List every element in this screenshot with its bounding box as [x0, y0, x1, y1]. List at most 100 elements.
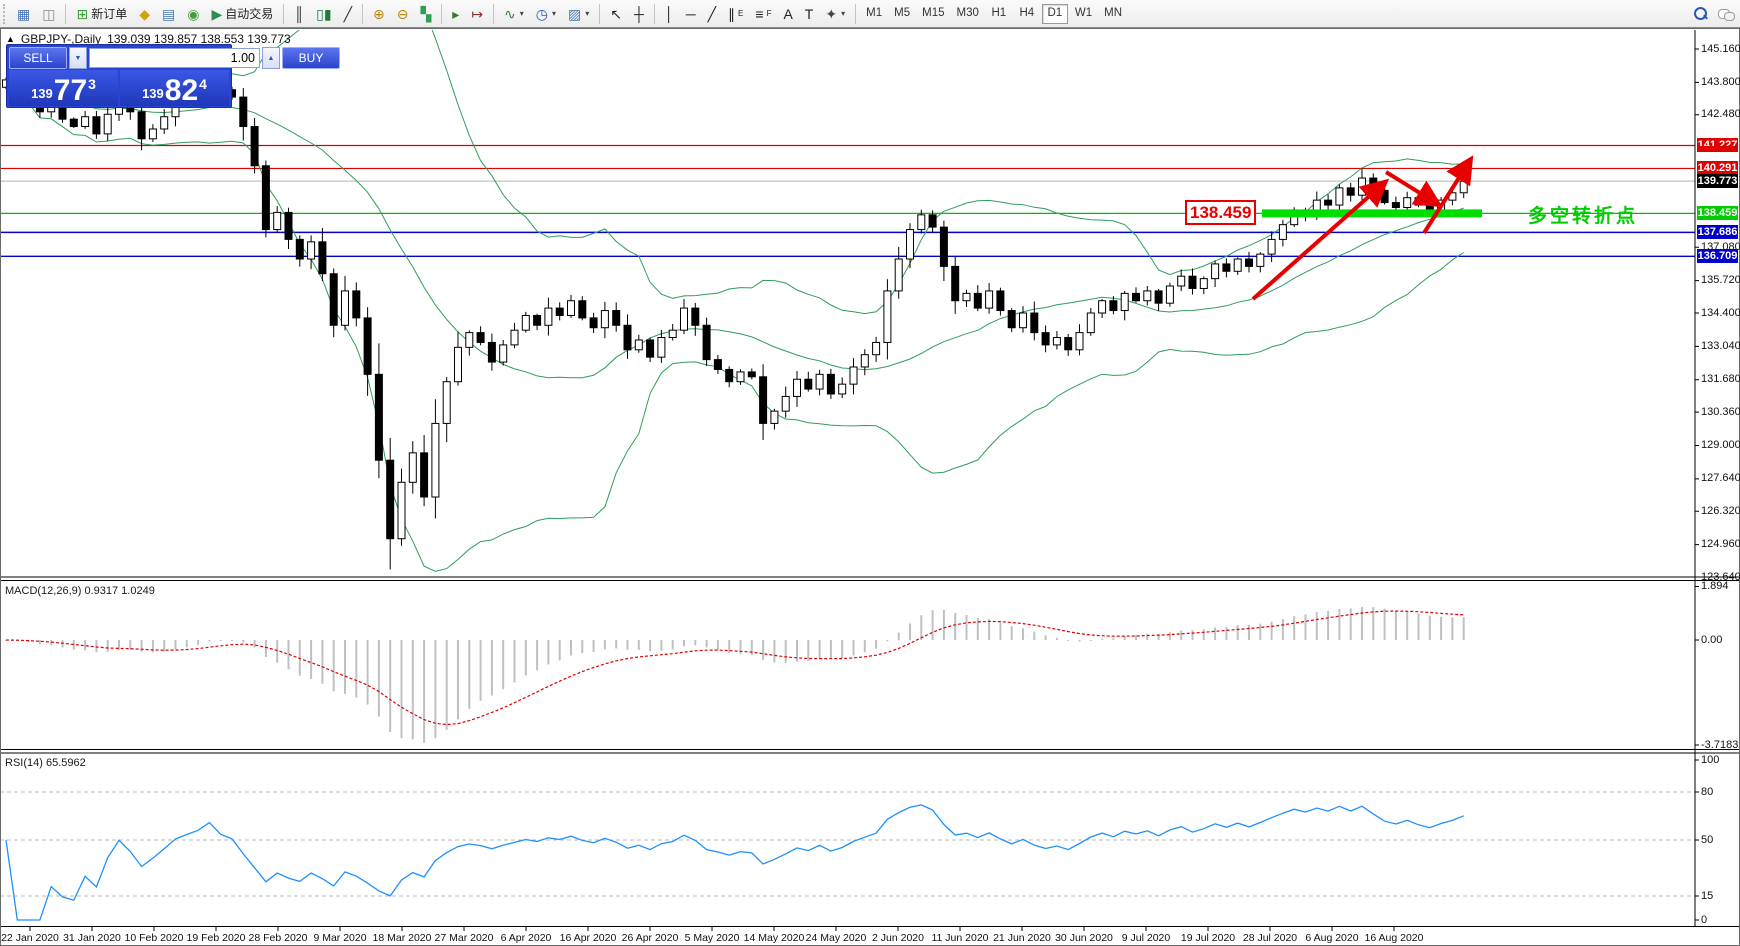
- profiles-icon: ◫: [42, 5, 56, 22]
- price-chart-canvas[interactable]: [0, 28, 1740, 946]
- y-axis-tick-145.160: 145.160: [1701, 42, 1740, 55]
- zoom-out-button[interactable]: ⊖: [392, 2, 414, 26]
- toolbar-separator: [653, 3, 655, 24]
- macd-tick--3.7183: -3.7183: [1701, 738, 1739, 751]
- profiles-button[interactable]: ◫: [37, 2, 60, 26]
- signals-icon: ◉: [187, 5, 200, 22]
- date-label-10: 26 Apr 2020: [621, 932, 679, 944]
- cursor-icon: ↖: [610, 5, 623, 22]
- toolbar-separator: [441, 3, 443, 24]
- price-badge-138.459: 138.459: [1697, 206, 1738, 221]
- line-chart-button[interactable]: ╱: [339, 2, 357, 26]
- crosshair-icon: ┼: [634, 5, 644, 22]
- y-axis-tick-134.400: 134.400: [1701, 306, 1740, 319]
- candlestick-chart-button[interactable]: ▯▮: [311, 2, 336, 26]
- buy-button[interactable]: BUY: [282, 47, 340, 69]
- y-axis-tick-133.040: 133.040: [1701, 339, 1740, 352]
- signals-button[interactable]: ◉: [182, 2, 204, 26]
- chat-icon[interactable]: [1718, 8, 1735, 21]
- volume-input[interactable]: [89, 48, 260, 68]
- horizontal-line-icon: ─: [685, 5, 696, 22]
- bar-chart-button[interactable]: ║: [289, 2, 309, 26]
- equidistant-channel-sub: E: [738, 9, 744, 18]
- vertical-line-button[interactable]: │: [660, 2, 679, 26]
- timeframe-m5-button[interactable]: M5: [894, 6, 911, 19]
- new-order-button[interactable]: ⊞ 新订单: [71, 2, 132, 26]
- date-label-1: 31 Jan 2020: [63, 932, 121, 944]
- macd-tick-1.894: 1.894: [1701, 580, 1729, 592]
- candlestick-chart-icon: ▯▮: [316, 5, 332, 22]
- date-label-13: 24 May 2020: [805, 932, 867, 944]
- trend-arrow-1[interactable]: [1251, 178, 1389, 301]
- timeframe-m30-button[interactable]: M30: [956, 6, 979, 19]
- timeframe-w1-button[interactable]: W1: [1074, 6, 1093, 19]
- volume-increase-button[interactable]: ▲: [262, 47, 280, 69]
- trendline-button[interactable]: ╱: [703, 2, 721, 26]
- line-chart-icon: ╱: [343, 5, 353, 22]
- alerts-button[interactable]: ◆: [134, 2, 155, 26]
- fibonacci-button[interactable]: ≡ F: [750, 2, 776, 26]
- text-label-button[interactable]: T: [800, 2, 819, 26]
- zoom-out-icon: ⊖: [396, 5, 409, 22]
- date-label-3: 19 Feb 2020: [186, 932, 246, 944]
- timeframe-d1-button[interactable]: D1: [1041, 3, 1068, 24]
- templates-button[interactable]: ▨ ▾: [563, 2, 594, 26]
- tile-windows-button[interactable]: ▚: [416, 2, 437, 26]
- trend-arrow-2[interactable]: [1384, 170, 1443, 208]
- sell-button[interactable]: SELL: [9, 47, 67, 69]
- macd-pane: [5, 606, 1465, 743]
- date-label-21: 6 Aug 2020: [1305, 932, 1359, 944]
- toolbar-separator: [362, 3, 364, 24]
- toolbar-separator: [493, 3, 495, 24]
- price-badge-136.709: 136.709: [1697, 249, 1738, 264]
- chart-window: ▲ GBPJPY-,Daily 139.039 139.857 138.553 …: [0, 28, 1740, 946]
- date-label-8: 6 Apr 2020: [500, 932, 552, 944]
- date-label-4: 28 Feb 2020: [248, 932, 308, 944]
- ohlc-values: 139.039 139.857 138.553 139.773: [107, 32, 291, 46]
- indicators-button[interactable]: ∿ ▾: [499, 2, 529, 26]
- chart-window-button[interactable]: ▦: [12, 2, 35, 26]
- chart-shift-button[interactable]: ↦: [466, 2, 488, 26]
- arrows-shapes-button[interactable]: ✦ ▾: [820, 2, 850, 26]
- cursor-button[interactable]: ↖: [605, 2, 627, 26]
- date-label-2: 10 Feb 2020: [124, 932, 184, 944]
- horizontal-line-button[interactable]: ─: [681, 2, 701, 26]
- metaeditor-button[interactable]: ▤: [157, 2, 180, 26]
- zoom-in-button[interactable]: ⊕: [368, 2, 390, 26]
- collapse-panel-arrow[interactable]: ▲: [6, 34, 15, 44]
- y-axis-tick-129.000: 129.000: [1701, 438, 1740, 451]
- macd-histogram: [5, 606, 1465, 743]
- autotrading-button[interactable]: ▶ 自动交易: [206, 2, 278, 26]
- rsi-tick-15: 15: [1701, 889, 1714, 902]
- tile-windows-icon: ▚: [420, 5, 432, 22]
- price-badge-139.773: 139.773: [1697, 174, 1738, 189]
- sell-price-display[interactable]: 139 77 3: [9, 70, 118, 106]
- rsi-tick-80: 80: [1701, 785, 1714, 798]
- timeframe-h4-button[interactable]: H4: [1019, 6, 1035, 19]
- buy-price-figure: 139: [142, 86, 164, 101]
- auto-scroll-button[interactable]: ▸: [447, 2, 464, 26]
- bollinger-middle: [5, 79, 1464, 379]
- date-label-19: 19 Jul 2020: [1180, 932, 1236, 944]
- trend-arrow-3[interactable]: [1422, 155, 1474, 235]
- bollinger-lower: [5, 79, 1464, 572]
- text-icon: A: [783, 5, 793, 22]
- buy-price-point: 4: [199, 76, 207, 92]
- search-icon[interactable]: [1694, 7, 1708, 21]
- equidistant-channel-button[interactable]: ∥ E: [723, 2, 748, 26]
- crosshair-button[interactable]: ┼: [629, 2, 649, 26]
- volume-decrease-button[interactable]: ▼: [69, 47, 87, 69]
- y-axis-tick-124.960: 124.960: [1701, 538, 1740, 551]
- buy-price-display[interactable]: 139 82 4: [120, 70, 229, 106]
- fibonacci-icon: ≡: [755, 5, 764, 22]
- text-button[interactable]: A: [778, 2, 797, 26]
- timeframe-m15-button[interactable]: M15: [922, 6, 945, 19]
- rsi-tick-0: 0: [1701, 913, 1708, 926]
- timeframe-h1-button[interactable]: H1: [991, 6, 1007, 19]
- toolbar-separator: [855, 3, 857, 24]
- highlight-support-bar[interactable]: [1262, 209, 1482, 218]
- timeframe-m1-button[interactable]: M1: [866, 6, 883, 19]
- sell-price-pips: 77: [53, 74, 88, 107]
- periods-button[interactable]: ◷ ▾: [531, 2, 561, 26]
- timeframe-mn-button[interactable]: MN: [1104, 6, 1122, 19]
